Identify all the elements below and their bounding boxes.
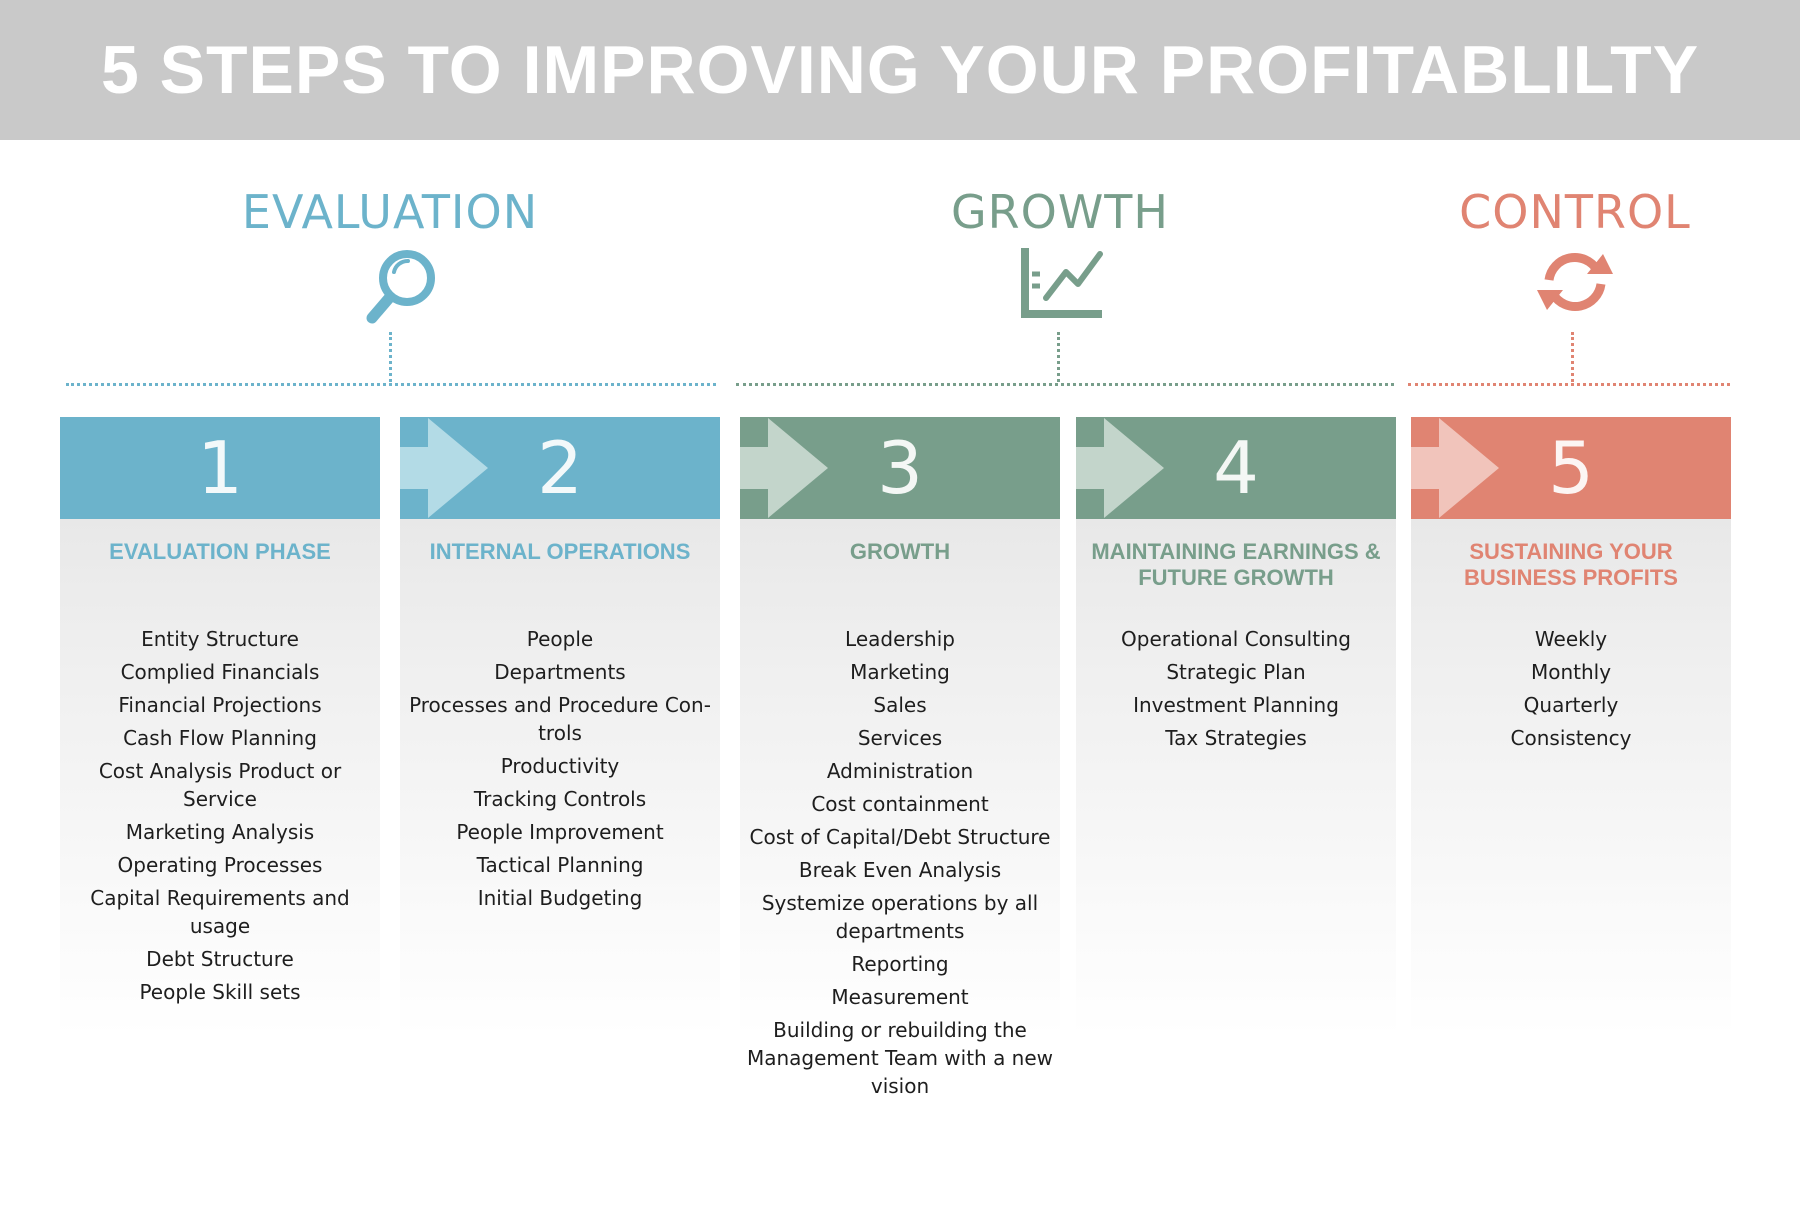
step-number-2: 2 [537,426,583,510]
step-title-2: INTERNAL OPERATIONS [429,539,691,564]
list-item: Marketing Analysis [125,820,315,844]
magnifier-icon [366,250,435,324]
refresh-cycle-icon [1537,253,1613,311]
step-list-4: Operational Consulting Strategic Plan In… [1080,625,1392,757]
growth-chart-icon [1021,248,1103,318]
list-item: Sales [873,693,927,717]
list-item: Systemize operations by all departments [761,891,1039,943]
list-item: Debt Structure [146,947,294,971]
list-item: Capital Requirements and usage [90,886,350,938]
list-item: People [526,627,594,651]
list-item: Strategic Plan [1166,660,1306,684]
step-list-5: Weekly Monthly Quarterly Consistency [1415,625,1727,757]
step-header-4: 4 [1076,417,1396,519]
list-item: Break Even Analysis [798,858,1002,882]
list-item: Cost Analysis Product or Service [98,759,342,811]
connector-control [1571,332,1574,382]
arrow-right-icon [400,418,488,518]
step-header-5: 5 [1411,417,1731,519]
list-item: Cost of Capital/Debt Structure [749,825,1051,849]
list-item: Building or rebuilding the Management Te… [746,1018,1054,1098]
phase-label-evaluation: EVALUATION [241,185,539,239]
list-item: Entity Structure [141,627,299,651]
arrow-right-icon [740,418,828,518]
step-card-5: 5 SUSTAINING YOUR BUSINESS PROFITS Weekl… [1411,417,1731,1037]
step-header-1: 1 [60,417,380,519]
list-item: Quarterly [1523,693,1619,717]
list-item: Administration [826,759,974,783]
list-item: Financial Projections [118,693,322,717]
list-item: Productivity [500,754,620,778]
connector-growth [1057,332,1060,382]
dotted-rule-evaluation [66,383,716,386]
list-item: People Improvement [456,820,664,844]
list-item: Operating Processes [117,853,323,877]
list-item: Reporting [851,952,949,976]
list-item: Measurement [831,985,969,1009]
list-item: Monthly [1530,660,1612,684]
list-item: Tactical Planning [476,853,644,877]
step-header-2: 2 [400,417,720,519]
step-number-1: 1 [197,426,243,510]
list-item: Investment Planning [1133,693,1339,717]
list-item: Complied Financials [120,660,320,684]
phase-label-growth: GROWTH [951,185,1169,239]
list-item: People Skill sets [139,980,301,1004]
page-title: 5 STEPS TO IMPROVING YOUR PROFITABLILTY [100,32,1700,108]
step-list-2: People Departments Processes and Procedu… [404,625,716,917]
step-title-3: GROWTH [849,539,951,564]
list-item: Tax Strategies [1165,726,1307,750]
list-item: Processes and Procedure Con-trols [409,693,711,745]
step-card-3: 3 GROWTH Leadership Marketing Sales Serv… [740,417,1060,1098]
list-item: Tracking Controls [473,787,647,811]
step-title-4: MAINTAINING EARNINGS & FUTURE GROWTH [1091,539,1381,590]
list-item: Operational Consulting [1121,627,1351,651]
list-item: Marketing [850,660,950,684]
dotted-rule-control [1408,383,1730,386]
step-title-1: EVALUATION PHASE [109,539,331,564]
step-title-5: SUSTAINING YOUR BUSINESS PROFITS [1464,539,1678,590]
list-item: Cash Flow Planning [123,726,317,750]
step-card-4: 4 MAINTAINING EARNINGS & FUTURE GROWTH O… [1076,417,1396,1037]
step-list-1: Entity Structure Complied Financials Fin… [64,625,376,1011]
step-header-3: 3 [740,417,1060,519]
step-number-3: 3 [877,426,923,510]
step-card-1: 1 EVALUATION PHASE Entity Structure Comp… [60,417,380,1037]
arrow-right-icon [1411,418,1499,518]
list-item: Consistency [1510,726,1632,750]
step-number-4: 4 [1213,426,1259,510]
step-list-3: Leadership Marketing Sales Services Admi… [744,625,1056,1105]
connector-evaluation [389,332,392,382]
title-banner: 5 STEPS TO IMPROVING YOUR PROFITABLILTY [0,0,1800,140]
list-item: Initial Budgeting [477,886,643,910]
step-card-2: 2 INTERNAL OPERATIONS People Departments… [400,417,720,1037]
dotted-rule-growth [736,383,1394,386]
list-item: Cost containment [811,792,989,816]
step-number-5: 5 [1548,426,1594,510]
list-item: Weekly [1534,627,1608,651]
list-item: Departments [494,660,626,684]
list-item: Services [857,726,943,750]
phase-label-control: CONTROL [1459,185,1691,239]
arrow-right-icon [1076,418,1164,518]
list-item: Leadership [845,627,955,651]
